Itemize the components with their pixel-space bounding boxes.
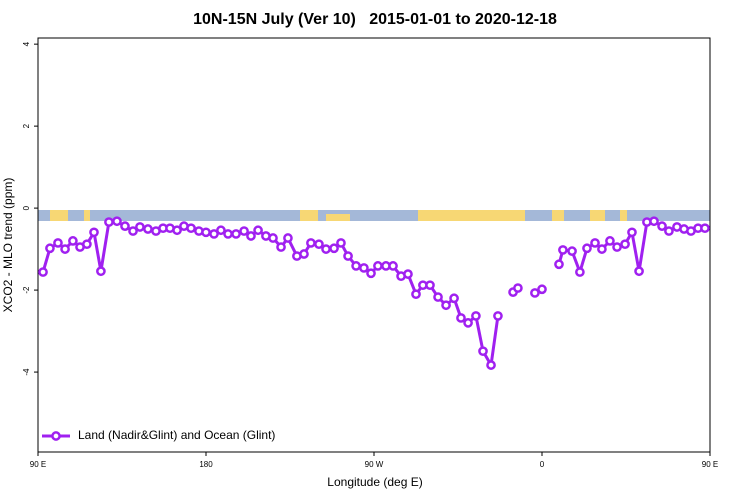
y-axis-label: XCO2 - MLO trend (ppm) <box>1 178 15 313</box>
data-point <box>441 300 451 311</box>
data-point <box>135 222 145 232</box>
data-point <box>612 242 622 252</box>
data-point <box>216 225 226 236</box>
data-point <box>82 239 92 250</box>
data-point <box>388 261 398 271</box>
data-point <box>120 221 130 231</box>
y-tick-label: -4 <box>22 368 31 376</box>
data-point <box>128 226 138 236</box>
data-point <box>143 224 153 234</box>
data-point <box>351 261 361 271</box>
x-tick-label: 90 E <box>702 460 718 469</box>
x-tick-label: 90 E <box>30 460 46 469</box>
data-point <box>253 225 263 236</box>
data-point <box>403 269 413 279</box>
data-point <box>321 244 331 254</box>
y-tick-label: 2 <box>22 123 31 128</box>
data-point <box>493 311 503 321</box>
data-point <box>306 238 316 248</box>
data-point <box>96 266 106 277</box>
data-point <box>582 243 592 254</box>
data-point <box>239 226 249 236</box>
data-point <box>336 238 346 248</box>
data-point <box>373 261 383 271</box>
data-point <box>359 263 369 273</box>
legend-marker <box>51 431 61 441</box>
data-point <box>38 267 48 277</box>
data-point <box>209 229 219 239</box>
data-point <box>299 249 309 259</box>
data-point <box>597 244 607 254</box>
ocean-band <box>38 210 710 221</box>
data-point <box>513 283 523 293</box>
data-point <box>567 246 577 256</box>
data-point <box>554 259 564 270</box>
chart-title: 10N-15N July (Ver 10) 2015-01-01 to 2020… <box>193 11 557 28</box>
data-point <box>60 244 70 254</box>
data-point <box>433 292 443 302</box>
data-point <box>276 242 286 252</box>
land-patch <box>50 210 68 221</box>
land-patch <box>590 210 605 221</box>
data-point <box>45 243 55 254</box>
data-point <box>411 289 421 300</box>
land-patch <box>326 214 350 221</box>
data-point <box>575 267 585 277</box>
data-point <box>186 223 196 234</box>
land-patch <box>552 210 564 221</box>
data-point <box>478 346 488 357</box>
data-point <box>89 227 99 238</box>
data-point <box>700 223 710 234</box>
land-patch <box>300 210 318 221</box>
data-point <box>246 231 256 241</box>
data-point <box>590 238 600 248</box>
data-point <box>657 221 667 231</box>
data-point <box>172 225 182 236</box>
data-point <box>53 238 63 248</box>
data-point <box>343 251 353 261</box>
data-point <box>366 268 376 279</box>
data-point <box>537 284 547 295</box>
data-point <box>634 266 644 277</box>
data-point <box>664 226 674 236</box>
x-tick-label: 90 W <box>365 460 384 469</box>
map-strip <box>38 210 710 221</box>
y-tick-label: 4 <box>22 41 31 46</box>
data-point <box>283 233 293 243</box>
data-point <box>68 236 78 246</box>
data-point <box>231 229 241 239</box>
x-tick-label: 0 <box>540 460 545 469</box>
data-point <box>456 313 466 323</box>
data-point <box>223 229 233 239</box>
data-point <box>530 288 540 298</box>
land-patch <box>620 210 627 221</box>
data-point <box>471 311 481 321</box>
data-point <box>329 243 339 254</box>
data-point <box>449 293 459 304</box>
data-point <box>649 216 659 227</box>
data-point <box>268 233 278 243</box>
data-point <box>112 216 122 227</box>
land-patch <box>418 210 525 221</box>
x-tick-label: 180 <box>199 460 213 469</box>
data-point <box>425 280 435 291</box>
land-patch <box>84 210 90 221</box>
data-point <box>314 239 324 250</box>
data-point <box>486 360 496 370</box>
data-point <box>104 217 114 227</box>
data-point <box>627 227 637 238</box>
x-axis-label: Longitude (deg E) <box>327 475 422 489</box>
legend-label: Land (Nadir&Glint) and Ocean (Glint) <box>78 428 275 442</box>
y-tick-label: -2 <box>22 286 31 294</box>
data-point <box>620 239 630 250</box>
data-point <box>463 318 473 328</box>
data-point <box>605 236 615 246</box>
data-point <box>558 245 568 255</box>
y-tick-label: 0 <box>22 205 31 210</box>
data-point <box>201 227 211 238</box>
